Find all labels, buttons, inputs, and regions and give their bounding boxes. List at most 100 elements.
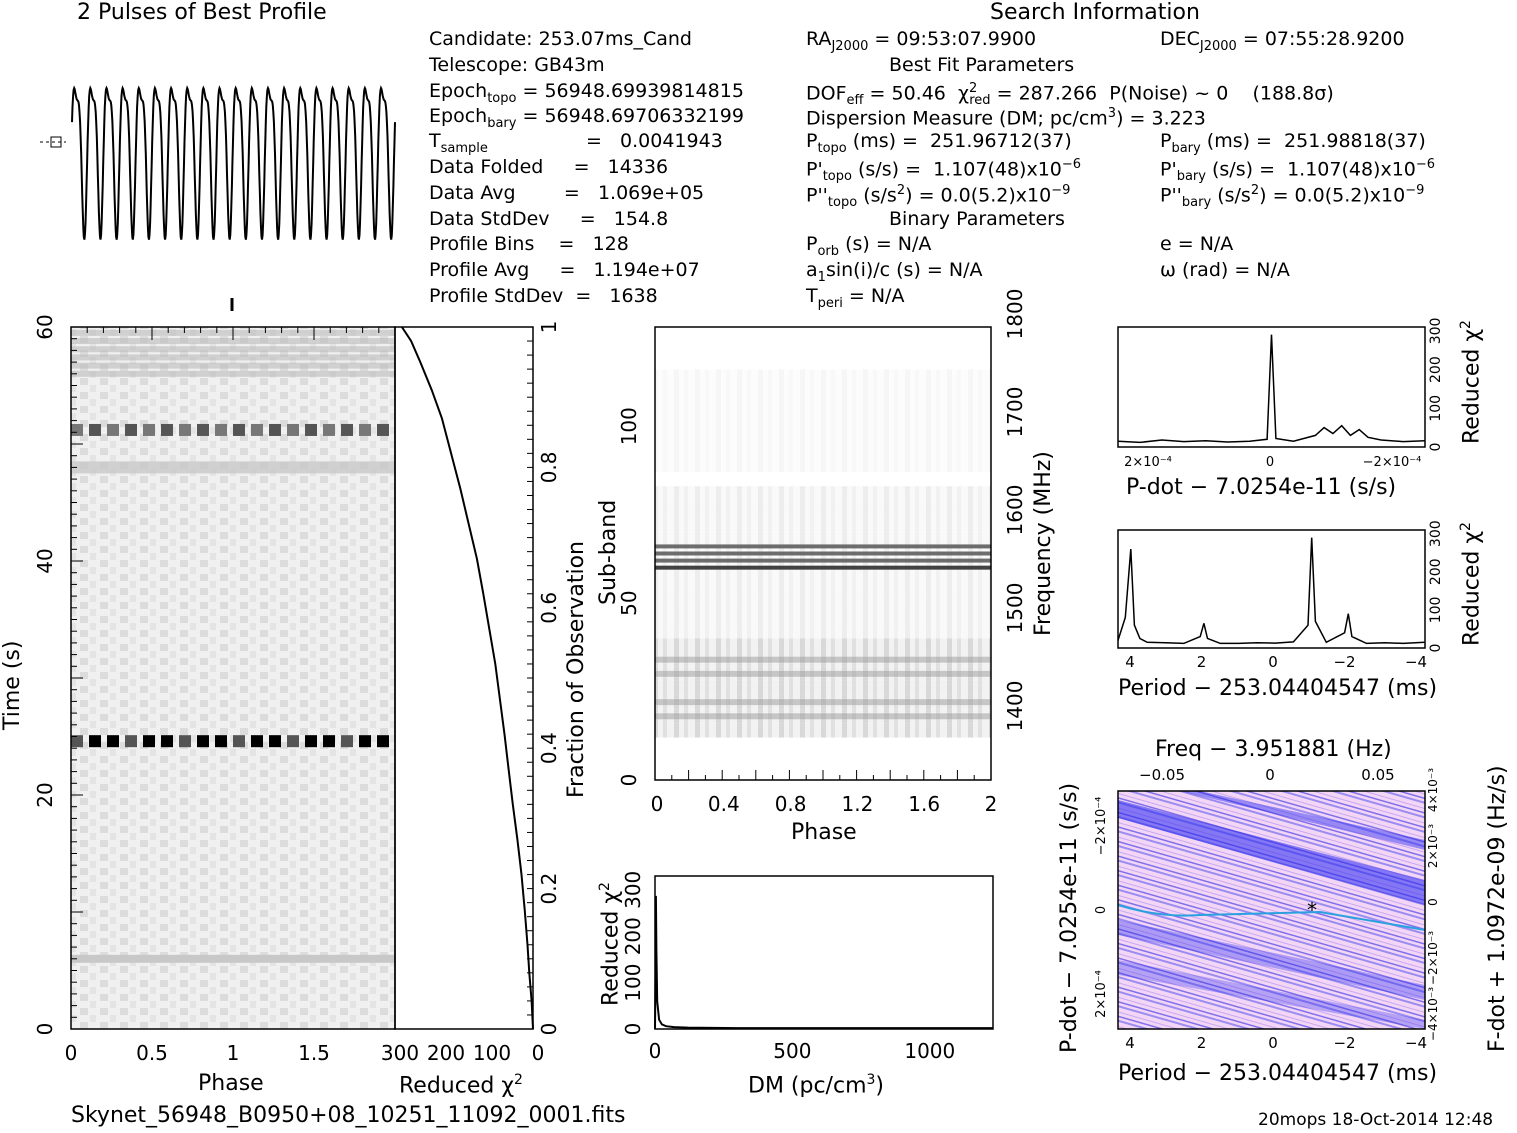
time-phase-dark-cell: [71, 423, 83, 436]
pdbary-line: P'bary (s/s) = 1.107(48)x10−6: [1160, 158, 1435, 183]
time-tick-label: 20: [33, 782, 57, 807]
dec-label: DEC: [1160, 28, 1200, 50]
period-chi-tick-label: 200: [1428, 558, 1444, 585]
subband-row: [655, 401, 991, 405]
dm-chi-tick-label: 200: [621, 917, 645, 955]
time-phase-dark-cell: [143, 423, 155, 436]
time-phase-dark-cell: [125, 735, 137, 748]
subband-phase-tick-label: 0: [651, 792, 664, 816]
subband-row: [655, 436, 991, 441]
ppdot-fdot-tick-label: 0: [1426, 898, 1440, 906]
time-phase-band: [71, 346, 395, 353]
subband-row: [655, 450, 991, 455]
period-chi-curve: [1117, 537, 1426, 645]
pdtopo-label: P': [806, 158, 823, 181]
chi-tick-label: 100: [473, 1041, 511, 1065]
subband-row: [655, 634, 991, 639]
subband-row: [655, 641, 991, 646]
subband-mid-row: [655, 699, 991, 706]
subband-phase-tick-label: 1.2: [841, 792, 873, 816]
time-phase-band: [71, 362, 395, 369]
epoch-topo-label: Epoch: [429, 80, 488, 102]
fdot-side-label: F-dot + 1.0972e-09 (Hz/s): [1485, 765, 1510, 1052]
frequency-tick-label: 1700: [1003, 387, 1027, 438]
data-avg-line: Data Avg = 1.069e+05: [429, 182, 705, 204]
asini-line: a1sin(i)/c (s) = N/A: [806, 261, 982, 284]
subband-row: [655, 465, 991, 469]
footer-stamp: 20mops 18-Oct-2014 12:48: [1258, 1110, 1494, 1130]
subband-row: [655, 613, 991, 618]
subband-row: [655, 677, 991, 681]
subband-row: [655, 426, 991, 430]
profile-curve: [71, 85, 396, 240]
subband-row: [655, 422, 991, 427]
candidate-line: Candidate: 253.07ms_Cand: [429, 28, 692, 50]
subband-dark-row: [655, 565, 991, 570]
chi-red-value: = 287.266: [996, 82, 1098, 105]
subband-row: [655, 390, 991, 395]
porb-label: P: [806, 233, 818, 255]
period-tick-label: 0: [1268, 653, 1278, 671]
pdot-tick-label: −2×10⁻⁴: [1363, 455, 1422, 470]
time-phase-dark-cell: [269, 423, 281, 436]
subband-row: [655, 518, 991, 522]
subband-row: [655, 404, 991, 409]
dm-axis-text: DM (pc/cm: [748, 1073, 867, 1099]
pdot-chi-tick-label: 0: [1428, 443, 1444, 452]
frequency-tick-label: 1500: [1003, 583, 1027, 634]
subband-row: [655, 610, 991, 614]
subband-row: [655, 652, 991, 657]
subband-row: [655, 489, 991, 494]
profile-bins-line: Profile Bins = 128: [429, 233, 629, 255]
pdtopo-value: (s/s) = 1.107(48)x10: [858, 158, 1062, 181]
ppdot-period-tick-label: 2: [1197, 1034, 1207, 1052]
chi-red-sub: red: [969, 93, 991, 109]
pddbary-sup: 2: [1250, 183, 1260, 198]
time-tick-label: 40: [33, 548, 57, 573]
dec-sub: J2000: [1199, 38, 1237, 54]
pdot-axis-label: P-dot − 7.0254e-11 (s/s): [1126, 475, 1397, 500]
fraction-axis-label: Fraction of Observation: [564, 541, 589, 798]
p-pdot-dark-band: [1118, 920, 1425, 1000]
pddtopo-value: (s/s: [863, 184, 897, 207]
time-phase-dark-cell: [287, 735, 299, 748]
time-phase-dark-cell: [125, 423, 137, 436]
time-phase-dark-cell: [215, 423, 227, 436]
subband-row: [655, 511, 991, 515]
subband-row: [655, 666, 991, 671]
tsample-value: = 0.0041943: [586, 130, 723, 152]
dm-label: Dispersion Measure (DM; pc/cm: [806, 107, 1108, 130]
subband-row: [655, 394, 991, 398]
asini-value: sin(i)/c (s) = N/A: [825, 259, 983, 281]
dm-chi-tick-label: 300: [621, 871, 645, 909]
period-tick-label: 2: [1197, 653, 1207, 671]
pddtopo-sub: topo: [827, 195, 858, 211]
dm-value: ) = 3.223: [1116, 107, 1206, 130]
subband-mid-row: [655, 656, 991, 663]
dm-sup: 3: [1107, 106, 1117, 121]
time-phase-dark-cell: [89, 423, 101, 436]
profile-title: 2 Pulses of Best Profile: [77, 0, 327, 25]
subband-row: [655, 387, 991, 391]
dm-line: Dispersion Measure (DM; pc/cm3) = 3.223: [806, 107, 1206, 128]
time-axis-label: Time (s): [0, 640, 25, 730]
pdot-chi-curve: [1117, 334, 1426, 444]
subband-row: [655, 592, 991, 596]
pddbary-line: P''bary (s/s2) = 0.0(5.2)x10−9: [1160, 184, 1424, 209]
subband-row: [655, 457, 991, 462]
period-chi-frame: [1117, 529, 1426, 649]
profile-stddev-line: Profile StdDev = 1638: [429, 285, 658, 307]
pdot-side-label: P-dot − 7.0254e-11 (s/s): [1057, 782, 1082, 1053]
fraction-tick-label: 0.2: [537, 873, 561, 905]
pdtopo-line: P'topo (s/s) = 1.107(48)x10−6: [806, 158, 1081, 183]
subband-row: [655, 574, 991, 579]
time-phase-band: [71, 338, 395, 345]
chi-red-label: χ: [957, 82, 969, 105]
time-phase-dark-cell: [323, 423, 335, 436]
subband-row: [655, 539, 991, 543]
pddtopo-value2: ) = 0.0(5.2)x10: [905, 184, 1052, 207]
subband-row: [655, 507, 991, 512]
pdbary-value: (s/s) = 1.107(48)x10: [1212, 158, 1416, 181]
porb-line: Porb (s) = N/A: [806, 235, 931, 258]
